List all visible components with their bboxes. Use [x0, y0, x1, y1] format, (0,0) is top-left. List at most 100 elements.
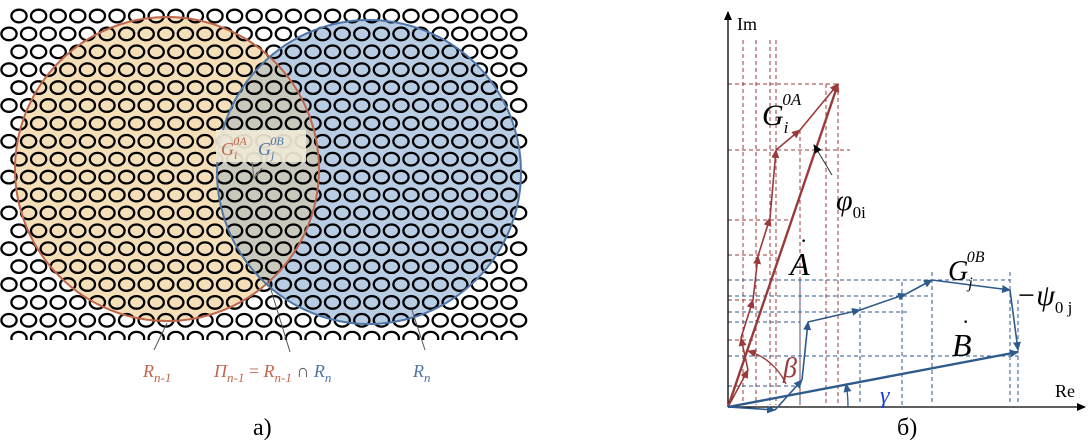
hole: [196, 98, 214, 113]
hole: [49, 223, 67, 239]
hole: [421, 259, 440, 275]
hole: [88, 8, 107, 24]
hole-grid: [0, 8, 528, 340]
gj-chain: [727, 279, 1021, 414]
hole: [363, 115, 381, 131]
hole: [480, 187, 499, 203]
hole: [157, 169, 175, 185]
hole: [441, 8, 459, 24]
hole: [39, 133, 57, 149]
hole: [441, 259, 459, 275]
hole: [225, 294, 244, 310]
hole: [235, 205, 253, 221]
hole: [431, 205, 449, 221]
hole: [29, 115, 48, 131]
hole: [127, 8, 146, 24]
hole: [363, 330, 381, 340]
hole: [69, 151, 87, 167]
hole: [10, 294, 28, 310]
r-n-1-label: Rn-1: [142, 361, 171, 385]
hole: [313, 133, 332, 149]
hole: [461, 187, 479, 203]
hole: [108, 115, 126, 131]
hole: [343, 44, 361, 60]
hole: [265, 330, 283, 340]
hole: [127, 294, 146, 310]
hole: [186, 44, 205, 60]
hole: [470, 241, 489, 257]
hole: [431, 98, 449, 113]
hole: [167, 8, 185, 24]
hole: [147, 223, 165, 239]
hole: [10, 44, 28, 60]
hole: [431, 241, 449, 257]
hole: [265, 115, 283, 131]
hole: [127, 259, 146, 275]
hole: [215, 241, 234, 257]
vector-a-label: A: [788, 246, 810, 282]
hole: [284, 8, 303, 24]
hole: [372, 277, 391, 292]
hole: [431, 312, 449, 328]
hole: [480, 330, 499, 340]
hole: [157, 205, 175, 221]
hole: [392, 98, 410, 113]
hole: [245, 187, 263, 203]
hole: [323, 223, 342, 239]
hole: [441, 80, 459, 96]
hole: [225, 115, 244, 131]
hole: [235, 169, 253, 185]
hole: [147, 80, 165, 96]
hole: [461, 294, 479, 310]
hole: [69, 115, 87, 131]
hole: [421, 294, 440, 310]
hole: [461, 330, 479, 340]
hole: [98, 277, 116, 292]
hole: [411, 62, 430, 78]
hole: [19, 277, 38, 292]
hole: [480, 223, 499, 239]
hole: [117, 169, 136, 185]
hole: [167, 223, 185, 239]
hole: [0, 169, 18, 185]
hole: [343, 294, 361, 310]
hole: [49, 187, 67, 203]
hole: [88, 294, 107, 310]
hole: [29, 151, 48, 167]
gamma-arc: [843, 383, 852, 408]
hole: [235, 312, 253, 328]
hole: [363, 223, 381, 239]
hole: [353, 62, 371, 78]
gj-label: Gj0B: [258, 134, 284, 162]
hole: [206, 294, 224, 310]
hole: [284, 259, 303, 275]
hole: [29, 330, 48, 340]
hole: [196, 312, 214, 328]
hole: [186, 330, 205, 340]
hole: [470, 26, 489, 42]
hole: [304, 259, 322, 275]
hole: [284, 44, 303, 60]
hole: [78, 98, 97, 113]
hole: [137, 241, 155, 257]
hole: [343, 223, 361, 239]
hole: [304, 44, 322, 60]
hole: [29, 294, 48, 310]
hole: [196, 26, 214, 42]
hole: [10, 80, 28, 96]
hole: [196, 169, 214, 185]
hole: [167, 151, 185, 167]
hole: [29, 223, 48, 239]
hole: [382, 259, 401, 275]
hole: [19, 133, 38, 149]
hole: [127, 44, 146, 60]
hole: [19, 312, 38, 328]
hole: [147, 187, 165, 203]
hole: [206, 80, 224, 96]
hole: [176, 133, 195, 149]
hole: [294, 169, 312, 185]
hole: [255, 98, 273, 113]
hole: [186, 8, 205, 24]
hole: [323, 330, 342, 340]
hole: [176, 205, 195, 221]
